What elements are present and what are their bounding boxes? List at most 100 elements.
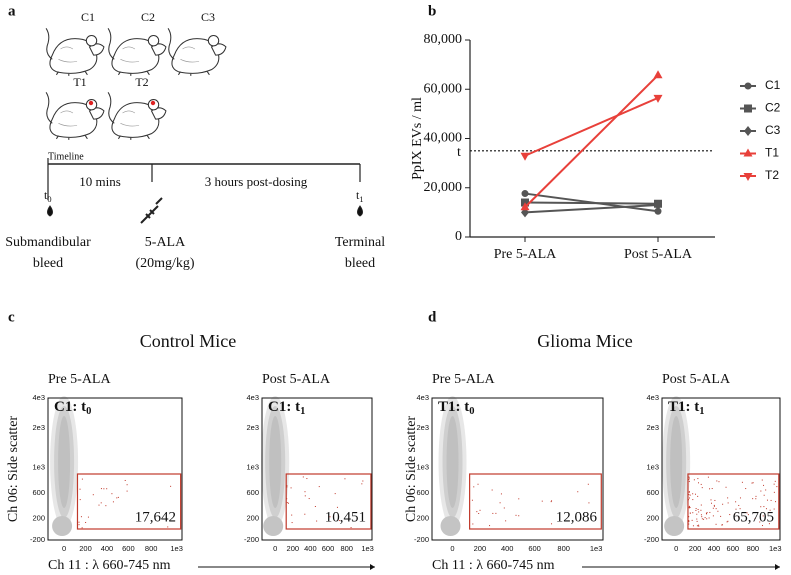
red-event [304,513,306,515]
panel-letter: b [428,3,436,19]
red-event [688,506,690,508]
red-event [492,512,494,514]
red-event [688,477,690,479]
flow-y-tick-label: -200 [414,535,429,544]
red-event [302,476,304,478]
red-event [710,499,712,501]
red-event [291,522,293,524]
marker [653,94,663,103]
flow-y-tick-label: 4e3 [32,393,45,402]
red-event [103,488,105,490]
red-event [334,493,336,495]
flow-x-tick-label: 800 [557,544,570,553]
flow-y-tick-label: 2e3 [246,423,259,432]
red-event [689,512,691,514]
flow-y-tick-label: 600 [646,488,659,497]
red-event [286,486,288,488]
red-event [710,502,712,504]
event-density [263,516,284,536]
legend-label: T1 [765,146,779,160]
red-event [693,479,695,481]
red-event [689,497,691,499]
y-tick-label: 20,000 [424,180,463,195]
flow-x-tick-label: 600 [122,544,135,553]
mouse-icon [107,27,167,76]
label-part: T1: [438,399,464,415]
flow-x-tick-label: 1e3 [170,544,183,553]
red-event [738,517,740,519]
red-event [729,514,731,516]
series-line [524,201,659,205]
red-event [741,481,743,483]
red-event [715,523,717,525]
red-event [479,509,481,511]
red-event [720,515,722,517]
legend-label: T2 [765,168,779,182]
flow-y-tick-label: 200 [416,514,429,523]
red-event [735,501,737,503]
event-count: 10,451 [325,509,366,525]
red-event [79,488,81,490]
red-event [689,506,691,508]
flow-y-tick-label: 4e3 [246,393,259,402]
red-event [705,512,707,514]
flow-y-label: Ch 06: Side scatter [6,416,21,522]
red-event [708,517,710,519]
y-axis-title: PpIX EVs / ml [410,97,425,180]
plot-frame [431,397,604,541]
plot-frame [661,397,781,541]
marker [744,126,752,136]
red-event [471,499,473,501]
arrow-head [775,564,780,570]
red-event [692,512,694,514]
red-event [700,514,702,516]
red-event [775,501,777,503]
flow-x-tick-label: 600 [727,544,740,553]
red-event [339,520,341,522]
red-event [701,516,703,518]
red-event [701,487,703,489]
timeline-graphics [47,158,363,224]
red-event [761,479,763,481]
red-event [765,508,767,510]
flow-x-tick-label: 400 [304,544,317,553]
red-event [329,516,331,518]
red-event [106,488,108,490]
mouse-label: C3 [201,10,215,24]
flow-y-tick-label: 1e3 [416,463,429,472]
red-event [727,497,729,499]
red-event [739,497,741,499]
panel-letter: a [8,3,16,19]
marker [654,199,662,210]
series-line [524,96,659,157]
red-event [706,512,708,514]
label-part: C1: [54,399,81,415]
group-title: Glioma Mice [537,331,632,351]
red-event [706,513,708,515]
red-event [704,517,706,519]
event-density [664,516,685,536]
marker [520,202,530,211]
gate [687,473,780,530]
red-event [755,495,757,497]
subscript: 0 [469,406,474,417]
red-event [477,483,479,485]
gate [285,473,372,530]
red-event [361,483,363,485]
red-event [745,488,747,490]
flow-y-label: Ch 06: Side scatter [404,416,419,522]
red-event [291,514,293,516]
red-event [707,476,709,478]
red-event [286,485,288,487]
red-event [688,480,690,482]
red-event [776,486,778,488]
legend-label: C3 [765,123,781,137]
label-part: T1: [668,399,694,415]
red-event [491,489,493,491]
step-label: 5-ALA [145,235,186,250]
red-eye [150,100,156,106]
red-event [78,524,80,526]
red-event [587,483,589,485]
red-event [734,513,736,515]
